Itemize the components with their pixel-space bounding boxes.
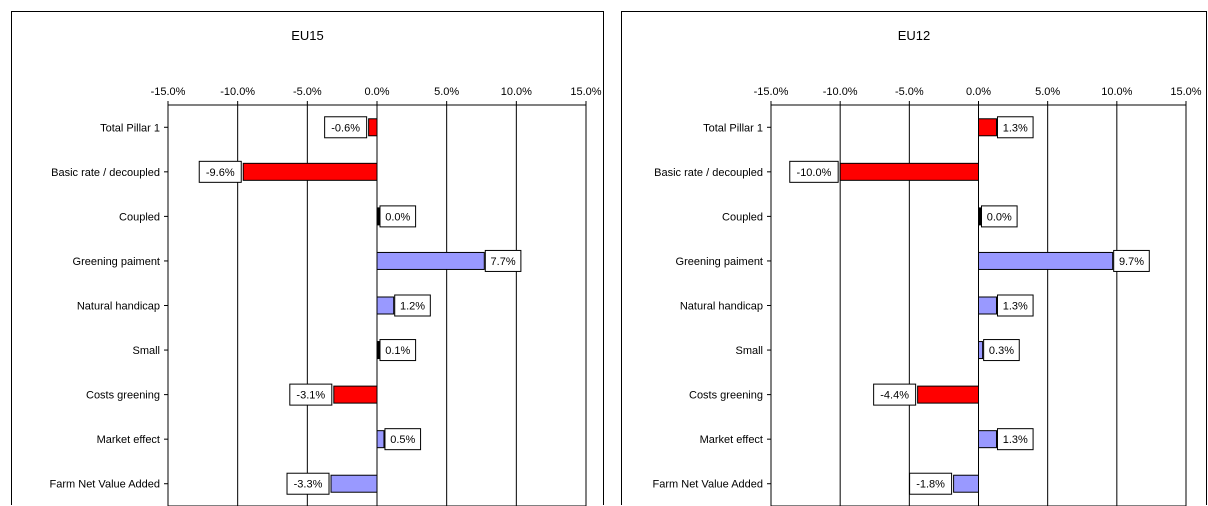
- data-label: -3.3%: [294, 479, 323, 491]
- bar: [978, 430, 997, 449]
- data-label-box: [198, 160, 242, 183]
- x-tick-label: 10.0%: [501, 86, 532, 98]
- category-label: Greening paiment: [676, 256, 763, 268]
- data-label-box: [394, 294, 431, 317]
- bar: [978, 207, 981, 226]
- data-label-box: [379, 205, 417, 228]
- data-label: -1.8%: [916, 479, 945, 491]
- data-label: -4.4%: [880, 390, 909, 402]
- category-label: Small: [132, 345, 160, 357]
- data-label: 1.2%: [400, 301, 425, 313]
- bar-chart-eu12: -15.0% -10.0% -5.0% 0.0% 5.0% 10.0% 15.0% Total…: [653, 86, 1202, 506]
- x-tick-label: -10.0%: [220, 86, 255, 98]
- data-label-box: [484, 249, 522, 272]
- data-label: -3.1%: [296, 390, 325, 402]
- data-label-box: [996, 428, 1034, 451]
- bar: [330, 474, 378, 493]
- x-tick-label: 15.0%: [570, 86, 601, 98]
- data-label-box: [1113, 249, 1150, 272]
- category-label: Coupled: [722, 211, 763, 223]
- category-label: Farm Net Value Added: [653, 479, 763, 491]
- category-label: Greening paiment: [73, 256, 160, 268]
- bar: [376, 341, 380, 360]
- data-label: 0.3%: [989, 345, 1014, 357]
- bar: [978, 251, 1114, 270]
- x-tick-label: -10.0%: [823, 86, 858, 98]
- category-label: Small: [735, 345, 763, 357]
- data-label-box: [873, 383, 917, 406]
- data-label: -0.6%: [331, 122, 360, 134]
- data-label: 0.0%: [987, 211, 1012, 223]
- x-tick-label: 0.0%: [364, 86, 389, 98]
- bar: [917, 385, 979, 404]
- chart-title: EU12: [897, 28, 931, 43]
- category-label: Farm Net Value Added: [50, 479, 160, 491]
- chart-panel-eu15: EU15 -15.0% -10.0% -5.0% 0.0% 5.0% 10.0% 15.0%…: [11, 11, 604, 506]
- bar: [978, 296, 997, 315]
- x-tick-label: 15.0%: [1170, 86, 1201, 98]
- bar: [333, 385, 378, 404]
- category-label: Market effect: [700, 434, 763, 446]
- x-tick-label: -15.0%: [754, 86, 789, 98]
- category-label: Costs greening: [86, 390, 160, 402]
- bar: [376, 430, 385, 449]
- data-label-box: [996, 116, 1034, 139]
- category-label: Natural handicap: [680, 301, 763, 313]
- bar: [839, 162, 979, 181]
- data-label: 1.3%: [1003, 434, 1028, 446]
- data-label-box: [289, 383, 333, 406]
- x-tick-label: 10.0%: [1101, 86, 1132, 98]
- x-tick-label: -15.0%: [151, 86, 186, 98]
- data-label-box: [996, 294, 1034, 317]
- data-label-box: [789, 160, 839, 183]
- bar: [368, 118, 378, 137]
- x-tick-label: 0.0%: [966, 86, 991, 98]
- bar-chart-eu15: -15.0% -10.0% -5.0% 0.0% 5.0% 10.0% 15.0% Total…: [50, 86, 602, 506]
- data-label: 7.7%: [491, 256, 516, 268]
- data-label: 0.1%: [385, 345, 410, 357]
- x-tick-label: -5.0%: [293, 86, 322, 98]
- data-label-box: [286, 472, 330, 495]
- data-label-box: [379, 339, 417, 362]
- data-label-box: [324, 116, 368, 139]
- category-label: Basic rate / decoupled: [654, 167, 763, 179]
- category-label: Natural handicap: [77, 301, 160, 313]
- category-label: Total Pillar 1: [100, 122, 160, 134]
- data-label: -10.0%: [797, 167, 832, 179]
- data-label-box: [981, 205, 1018, 228]
- data-label: 1.3%: [1003, 301, 1028, 313]
- data-label: 0.5%: [390, 434, 415, 446]
- category-label: Coupled: [119, 211, 160, 223]
- data-label: 0.0%: [385, 211, 410, 223]
- data-label: 1.3%: [1003, 122, 1028, 134]
- bar: [376, 207, 380, 226]
- bar: [376, 251, 485, 270]
- bar: [978, 118, 997, 137]
- bar: [242, 162, 378, 181]
- bar: [978, 341, 984, 360]
- category-label: Total Pillar 1: [703, 122, 763, 134]
- x-tick-label: 5.0%: [1035, 86, 1060, 98]
- category-label: Basic rate / decoupled: [51, 167, 160, 179]
- data-label-box: [983, 339, 1020, 362]
- data-label-box: [384, 428, 422, 451]
- x-tick-label: 5.0%: [434, 86, 459, 98]
- chart-title: EU15: [291, 28, 324, 43]
- category-label: Costs greening: [689, 390, 763, 402]
- data-label: 9.7%: [1119, 256, 1144, 268]
- category-label: Market effect: [97, 434, 160, 446]
- data-label: -9.6%: [206, 167, 235, 179]
- chart-panel-eu12: EU12 -15.0% -10.0% -5.0% 0.0% 5.0% 10.0% 15.0%…: [621, 11, 1207, 506]
- bar: [376, 296, 395, 315]
- bar: [953, 474, 980, 493]
- data-label-box: [909, 472, 953, 495]
- x-tick-label: -5.0%: [895, 86, 924, 98]
